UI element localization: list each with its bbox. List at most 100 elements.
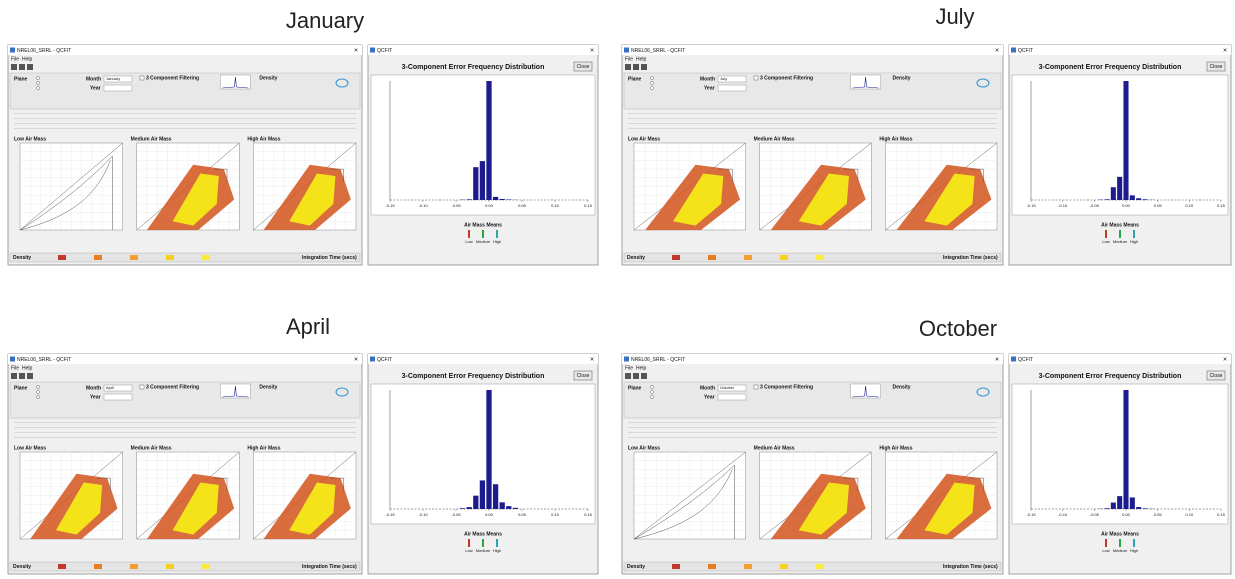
label: Air Mass Means <box>464 222 502 228</box>
month-title: October <box>919 316 997 341</box>
app-icon <box>370 48 375 53</box>
histogram-bar <box>1117 177 1122 200</box>
label: Plane <box>14 385 28 391</box>
density-swatch <box>130 255 138 260</box>
title-bar <box>1009 45 1231 55</box>
menu-item[interactable]: Help <box>636 365 647 371</box>
histogram-bar <box>1117 496 1122 509</box>
label: Year <box>90 85 101 91</box>
label: Month <box>700 76 715 82</box>
mean-marker <box>1119 230 1121 238</box>
toolbar-icon[interactable] <box>19 64 25 70</box>
density-swatch <box>130 564 138 569</box>
mean-label: Medium <box>1113 239 1128 244</box>
histogram-bar <box>1111 187 1116 200</box>
dropdown[interactable] <box>718 394 746 400</box>
close-label[interactable]: Close <box>577 64 590 70</box>
title-bar <box>1009 354 1231 364</box>
close-label[interactable]: Close <box>1210 64 1223 70</box>
close-label[interactable]: Close <box>577 373 590 379</box>
plot-title: Medium Air Mass <box>754 445 795 451</box>
screenshot: JanuaryNREL06_SRRL - QCFIT×FileHelpPlane… <box>0 0 1235 579</box>
stats-line <box>628 422 997 423</box>
dropdown[interactable] <box>718 85 746 91</box>
histogram-bar <box>500 199 505 200</box>
toolbar-icon[interactable] <box>641 64 647 70</box>
checkbox[interactable] <box>140 385 144 389</box>
mean-label: High <box>1130 239 1138 244</box>
radio[interactable] <box>650 81 653 84</box>
label: Density <box>893 75 911 81</box>
histogram-bar <box>500 502 505 509</box>
toolbar-icon[interactable] <box>641 373 647 379</box>
app-icon <box>370 357 375 362</box>
label: Density <box>259 384 277 390</box>
radio[interactable] <box>650 385 653 388</box>
toolbar-icon[interactable] <box>27 64 33 70</box>
histogram-bar <box>493 484 498 509</box>
radio[interactable] <box>36 81 39 84</box>
radio[interactable] <box>36 390 39 393</box>
toolbar-icon[interactable] <box>633 373 639 379</box>
radio[interactable] <box>36 86 39 89</box>
plot-title: Low Air Mass <box>628 445 660 451</box>
radio[interactable] <box>650 395 653 398</box>
radio[interactable] <box>36 395 39 398</box>
plot-title: Low Air Mass <box>628 136 660 142</box>
x-tick-label: -0.05 <box>1090 512 1100 517</box>
radio[interactable] <box>36 385 39 388</box>
menu-item[interactable]: File <box>625 56 633 62</box>
menu-item[interactable]: Help <box>636 56 647 62</box>
density-swatch <box>780 255 788 260</box>
checkbox[interactable] <box>754 76 758 80</box>
toolbar-icon[interactable] <box>633 64 639 70</box>
dropdown[interactable] <box>104 394 132 400</box>
histogram-bar <box>1111 503 1116 509</box>
toolbar-icon[interactable] <box>27 373 33 379</box>
density-swatch <box>780 564 788 569</box>
menu-item[interactable]: Help <box>22 365 33 371</box>
toolbar-icon[interactable] <box>625 64 631 70</box>
menu-item[interactable]: File <box>11 56 19 62</box>
label: Air Mass Means <box>1101 531 1139 537</box>
checkbox[interactable] <box>140 76 144 80</box>
heading: 3-Component Error Frequency Distribution <box>402 64 545 71</box>
radio[interactable] <box>650 390 653 393</box>
mean-marker <box>496 539 498 547</box>
x-tick-label: -0.15 <box>1026 512 1036 517</box>
radio[interactable] <box>650 86 653 89</box>
toolbar-icon[interactable] <box>19 373 25 379</box>
radio[interactable] <box>650 76 653 79</box>
stats-line <box>14 427 356 428</box>
menu-item[interactable]: File <box>11 365 19 371</box>
menu-item[interactable]: File <box>625 365 633 371</box>
app-icon <box>1011 357 1016 362</box>
x-tick-label: 0.00 <box>1122 203 1131 208</box>
close-label[interactable]: Close <box>1210 373 1223 379</box>
x-tick-label: 0.00 <box>1122 512 1131 517</box>
histogram-bar <box>1130 497 1135 509</box>
mean-marker <box>482 539 484 547</box>
checkbox[interactable] <box>754 385 758 389</box>
menu-item[interactable]: Help <box>22 56 33 62</box>
mean-marker <box>1105 539 1107 547</box>
density-swatch <box>202 564 210 569</box>
density-swatch <box>816 255 824 260</box>
density-swatch <box>166 564 174 569</box>
label: Year <box>704 85 715 91</box>
dropdown[interactable] <box>104 85 132 91</box>
plot-title: Medium Air Mass <box>754 136 795 142</box>
label: Plane <box>628 385 642 391</box>
window-title: QCFIT <box>1018 48 1033 54</box>
close-x: × <box>995 356 999 363</box>
radio[interactable] <box>36 76 39 79</box>
toolbar-icon[interactable] <box>11 64 17 70</box>
x-tick-label: 0.05 <box>1154 512 1163 517</box>
app-icon <box>10 48 15 53</box>
x-tick-label: 0.10 <box>1185 512 1194 517</box>
histogram-bar <box>1123 81 1128 200</box>
label: Air Mass Means <box>464 531 502 537</box>
toolbar-icon[interactable] <box>11 373 17 379</box>
toolbar-icon[interactable] <box>625 373 631 379</box>
mean-label: High <box>493 548 501 553</box>
